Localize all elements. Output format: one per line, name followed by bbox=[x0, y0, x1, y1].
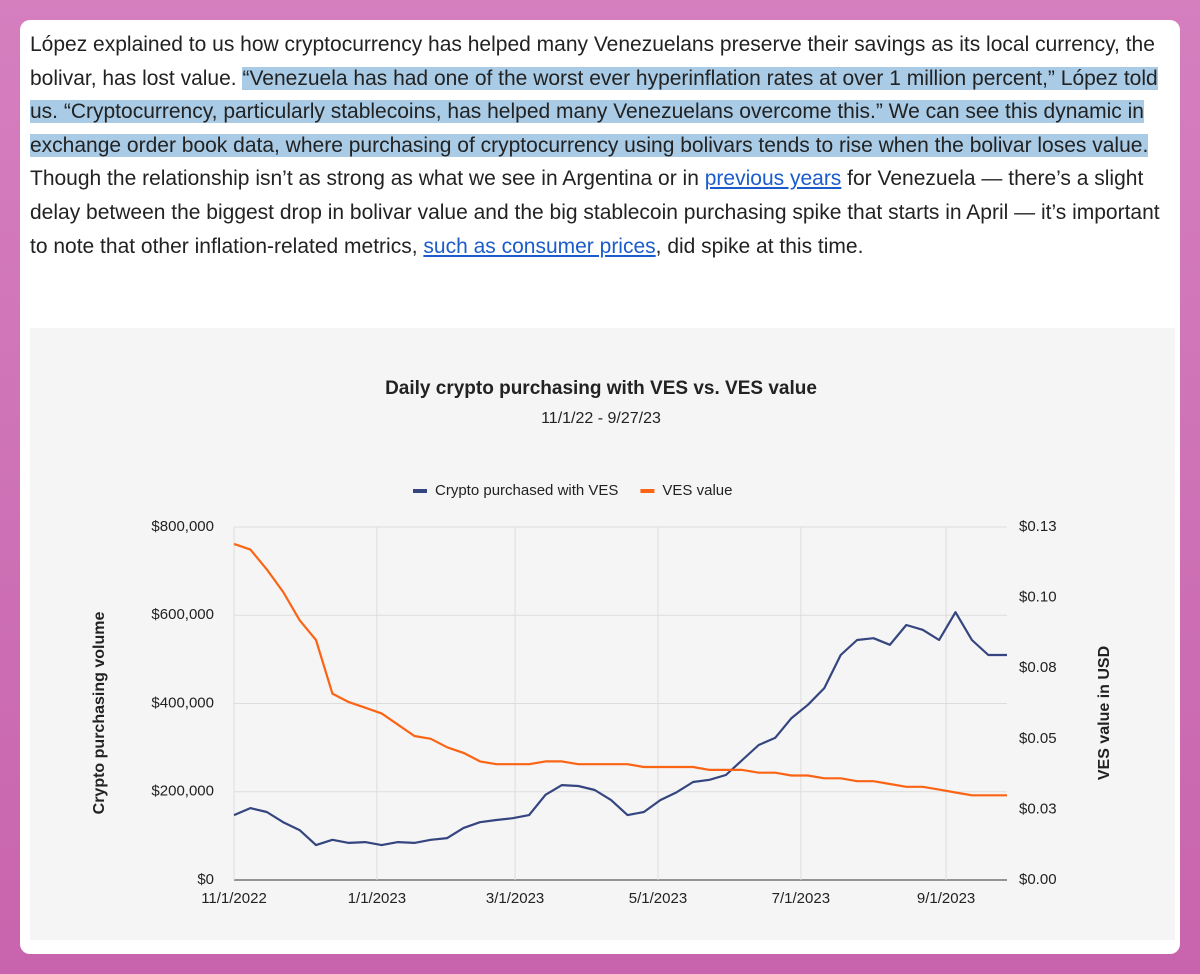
body-text: Though the relationship isn’t as strong … bbox=[30, 167, 699, 191]
legend-label: Crypto purchased with VES bbox=[435, 482, 618, 499]
chart-title: Daily crypto purchasing with VES vs. VES… bbox=[385, 378, 817, 399]
data-line bbox=[233, 611, 1007, 847]
data-line bbox=[233, 542, 1007, 797]
link[interactable]: previous years bbox=[704, 167, 842, 191]
y-tick-label: $400,000 bbox=[151, 694, 214, 711]
y2-axis-title: VES value in USD bbox=[1096, 646, 1113, 780]
chart-subtitle: 11/1/22 - 9/27/23 bbox=[541, 410, 661, 427]
x-tick-label: 3/1/2023 bbox=[486, 890, 544, 907]
x-tick-label: 7/1/2023 bbox=[772, 890, 830, 907]
x-tick-label: 11/1/2022 bbox=[201, 890, 267, 907]
y2-tick-label: $0.13 bbox=[1019, 518, 1057, 535]
body-text: for Venezuela — there’s a slight delay b… bbox=[30, 167, 1160, 258]
y2-tick-label: $0.00 bbox=[1019, 871, 1057, 888]
x-tick-label: 1/1/2023 bbox=[348, 890, 406, 907]
y-axis-title: Crypto purchasing volume bbox=[91, 612, 108, 815]
y-tick-label: $200,000 bbox=[151, 783, 214, 800]
y2-tick-label: $0.05 bbox=[1019, 730, 1057, 747]
article-paragraph: López explained to us how cryptocurrency… bbox=[30, 28, 1180, 263]
y-tick-label: $800,000 bbox=[151, 518, 214, 535]
y-tick-label: $600,000 bbox=[151, 606, 214, 623]
y2-tick-label: $0.08 bbox=[1019, 659, 1057, 676]
body-text: , did spike at this time. bbox=[655, 234, 864, 258]
legend-label: VES value bbox=[662, 482, 732, 499]
chart: Daily crypto purchasing with VES vs. VES… bbox=[91, 378, 1113, 907]
y2-tick-label: $0.10 bbox=[1019, 589, 1057, 606]
intro-text: López explained to us how cryptocurrency… bbox=[30, 33, 1155, 90]
link[interactable]: such as consumer prices bbox=[423, 234, 656, 258]
x-tick-label: 9/1/2023 bbox=[917, 890, 975, 907]
y2-tick-label: $0.03 bbox=[1019, 800, 1057, 817]
chart-background bbox=[30, 328, 1175, 940]
x-tick-label: 5/1/2023 bbox=[629, 890, 687, 907]
y-tick-label: $0 bbox=[197, 871, 214, 888]
